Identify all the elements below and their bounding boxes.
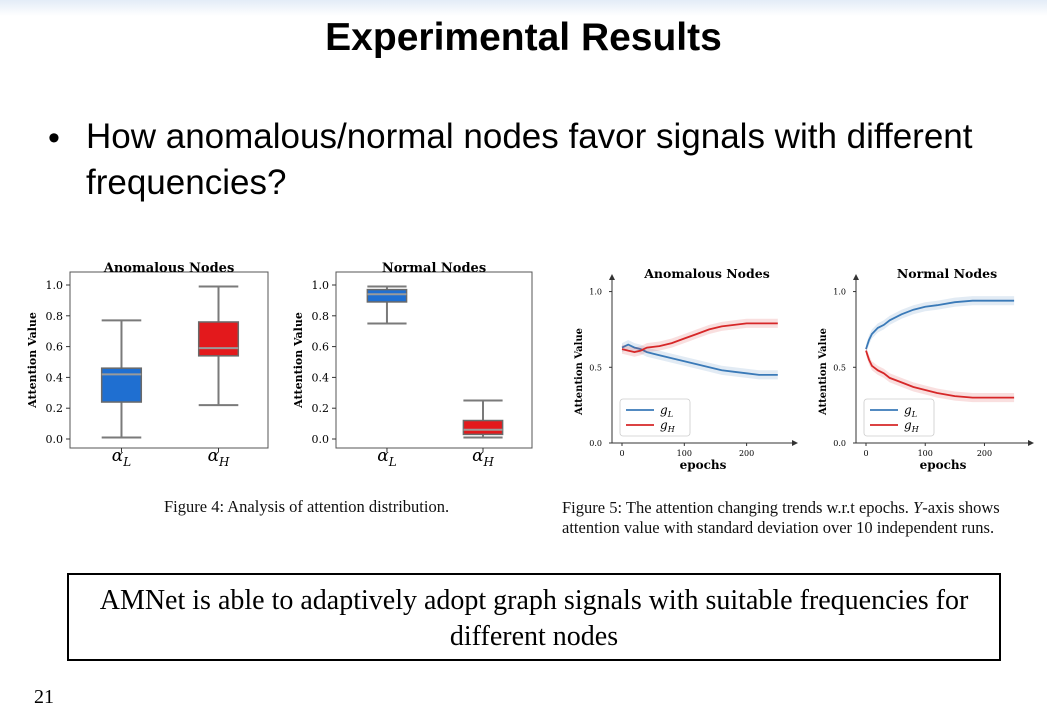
panel3-xtick-label: 100 [677,449,692,458]
panel1-ytick-label: 0.6 [46,341,64,354]
panel4-ytick-label: 1.0 [833,288,846,297]
panel3-ytick-label: 0.0 [589,439,602,448]
panel4-title: Normal Nodes [897,266,997,281]
bullet-text: How anomalous/normal nodes favor signals… [86,117,973,202]
panel2-box2 [462,419,504,436]
panel4-xtick-label: 0 [863,449,868,458]
panel2-title: Normal Nodes [382,261,486,276]
panel3-legend-label-gL: gL [660,403,673,419]
panel3-series-gH-band [622,318,778,357]
figure-5-line-plots: Anomalous Nodes 0.0 0.5 1.0 0 100 200 epochs Att… [574,266,1034,472]
panel4-series-gH-line [865,350,1015,399]
conclusion-box: AMNet is able to adaptively adopt graph … [67,573,1001,661]
panel2-ylabel: Attention Value [292,312,305,409]
panel3-xtick-label: 0 [619,449,624,458]
panel2-ytick-label: 0.2 [312,402,330,415]
panel4-xtick-label: 200 [977,449,992,458]
panel2-ytick-label: 0.0 [312,433,330,446]
panel2-ytick-label: 0.4 [312,371,330,384]
panel1-ytick-label: 1.0 [46,279,64,292]
panel4-y-arrow [853,274,859,280]
figure-5-caption: Figure 5: The attention changing trends … [562,498,1047,538]
panel3-xtick-label: 200 [739,449,754,458]
panel4-xlabel: epochs [920,458,967,472]
panel3-xlabel: epochs [680,458,727,472]
page-number: 21 [34,686,54,708]
figure-5-caption-axis: Y [913,498,923,517]
bullet-marker: • [48,119,60,157]
figure-5-caption-part-2: -axis shows attention value with standar… [562,498,1000,537]
panel4-x-arrow [1028,440,1034,446]
panel4-xtick-label: 100 [918,449,933,458]
panel1-title: Anomalous Nodes [103,261,235,276]
panel4-legend [863,398,935,437]
panel1-ytick-label: 0.2 [46,402,64,415]
panel2-ytick-label: 0.8 [312,310,330,323]
top-band [0,0,1047,16]
panel3-ylabel: Attention Value [574,328,585,416]
panel3-series-gL-band [622,340,778,380]
panel3-legend [619,398,691,437]
panel3-legend-label-gH: gH [660,418,676,434]
panel4-series-gL-band [866,296,1015,354]
figure-4-box-plots: Anomalous Nodes Attention Value 0.0 0.2 0.4 0… [26,261,533,469]
panel2-box1 [366,288,408,303]
panel4-series-gH-band [866,346,1015,403]
panel1-box1 [100,367,143,403]
panel4-legend-label-gL: gL [904,403,917,419]
panel2-xtick-label: αL [377,446,396,469]
panel3-ytick-label: 0.5 [589,363,602,372]
panel1-xtick-label: αL [112,446,131,469]
panel3-series-gH-line [621,322,778,354]
panel4-ytick-label: 0.5 [833,363,846,372]
panel2-ytick-label: 1.0 [312,279,330,292]
panel3-title: Anomalous Nodes [643,266,770,281]
figure-5-caption-part-1: Figure 5: The attention changing trends … [562,498,914,517]
panel4-ytick-label: 0.0 [833,439,846,448]
panel2-xtick-label: αH [472,446,494,469]
slide-title: Experimental Results [325,16,722,59]
panel1-ytick-label: 0.8 [46,310,64,323]
panel1-frame [69,271,269,449]
panel3-ytick-label: 1.0 [589,288,602,297]
panel1-ytick-label: 0.0 [46,433,64,446]
panel2-ytick-label: 0.6 [312,341,330,354]
panel4-legend-label-gH: gH [904,418,920,434]
figure-4-caption: Figure 4: Analysis of attention distribu… [164,497,450,516]
panel1-xtick-label: αH [208,446,230,469]
panel4-series-gL-line [865,299,1015,350]
panel3-series-gL-line [621,343,778,376]
panel4-ylabel: Attention Value [818,328,829,416]
panel1-ytick-label: 0.4 [46,371,64,384]
panel3-x-arrow [792,440,798,446]
panel3-y-arrow [609,274,615,280]
panel1-box2 [197,321,240,357]
panel1-ylabel: Attention Value [26,312,39,409]
